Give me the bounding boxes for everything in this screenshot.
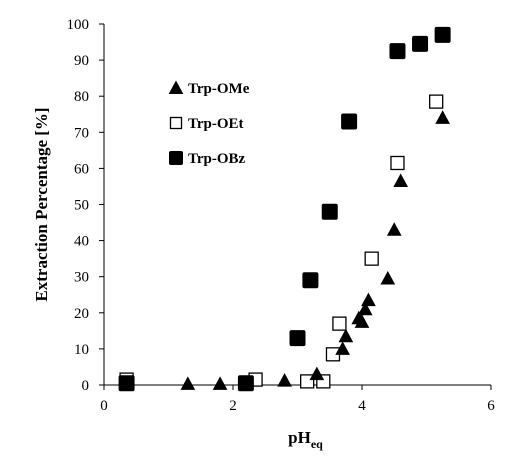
data-points xyxy=(118,26,451,392)
y-tick-label: 100 xyxy=(67,17,90,33)
data-point-open-square xyxy=(300,374,315,389)
legend-item-trp-oet: Trp-OEt xyxy=(169,116,244,132)
data-point-triangle xyxy=(361,292,376,307)
data-point-open-square xyxy=(364,251,379,266)
x-axis-title-main: pH xyxy=(288,428,311,447)
data-point-open-square xyxy=(169,116,183,130)
data-point-triangle xyxy=(335,341,350,355)
data-point-open-square xyxy=(332,316,347,331)
x-tick-label: 6 xyxy=(487,398,495,414)
data-point-triangle xyxy=(238,376,254,390)
data-point-filled-square xyxy=(412,35,429,52)
data-point-triangle xyxy=(338,328,354,343)
data-point-filled-square xyxy=(302,272,319,289)
x-axis-title-subscript: eq xyxy=(311,437,323,451)
y-tick-label: 50 xyxy=(74,198,89,214)
data-point-triangle xyxy=(357,301,373,316)
y-axis-title: Extraction Percentage [%] xyxy=(32,107,51,301)
y-tick-label: 30 xyxy=(74,270,89,286)
legend: Trp-OMe Trp-OEt Trp-OBz xyxy=(168,80,250,167)
data-point-open-square xyxy=(429,94,444,109)
series-trp-obz xyxy=(118,26,451,392)
y-tick-label: 20 xyxy=(74,306,89,322)
legend-item-trp-ome: Trp-OMe xyxy=(168,80,250,97)
tick-marks xyxy=(99,23,492,390)
y-tick-label: 80 xyxy=(74,89,89,105)
legend-label: Trp-OMe xyxy=(188,81,250,97)
data-point-triangle xyxy=(380,270,396,285)
data-point-triangle xyxy=(386,222,402,236)
x-tick-label: 2 xyxy=(229,398,237,414)
x-tick-label: 0 xyxy=(100,398,108,414)
y-tick-label: 60 xyxy=(74,161,89,177)
data-point-filled-square xyxy=(289,330,306,347)
data-point-triangle xyxy=(354,314,370,328)
data-point-triangle xyxy=(212,376,228,390)
data-point-triangle xyxy=(168,80,184,94)
x-tick-label: 4 xyxy=(358,398,366,414)
legend-label: Trp-OEt xyxy=(188,116,244,132)
x-axis-title: pHeq xyxy=(288,428,323,451)
series-trp-oet xyxy=(119,94,444,389)
y-tick-label: 40 xyxy=(74,234,89,250)
y-tick-label: 70 xyxy=(74,125,89,141)
legend-label: Trp-OBz xyxy=(188,151,246,167)
series-trp-ome xyxy=(180,110,450,390)
data-point-filled-square xyxy=(321,203,338,220)
data-point-triangle xyxy=(309,366,325,381)
data-point-filled-square xyxy=(434,26,451,43)
data-point-filled-square xyxy=(341,113,358,130)
data-point-filled-square xyxy=(169,151,183,165)
data-point-triangle xyxy=(277,373,292,387)
data-point-triangle xyxy=(393,173,409,188)
y-tick-label: 0 xyxy=(82,378,90,394)
data-point-open-square xyxy=(390,155,405,171)
y-tick-label: 90 xyxy=(74,53,89,69)
y-tick-label: 10 xyxy=(74,342,89,358)
data-point-filled-square xyxy=(118,375,135,392)
data-point-triangle xyxy=(180,376,196,390)
legend-item-trp-obz: Trp-OBz xyxy=(169,151,246,167)
data-point-filled-square xyxy=(389,43,406,60)
data-point-triangle xyxy=(435,110,450,124)
